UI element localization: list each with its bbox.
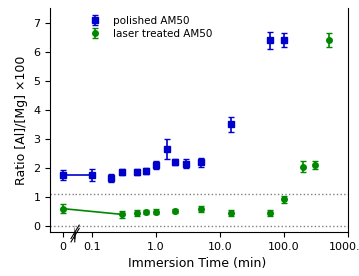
Legend: polished AM50, laser treated AM50: polished AM50, laser treated AM50 [80,14,214,41]
Text: Immersion Time (min): Immersion Time (min) [128,258,267,270]
Y-axis label: Ratio [Al]/[Mg] ×100: Ratio [Al]/[Mg] ×100 [15,55,28,185]
